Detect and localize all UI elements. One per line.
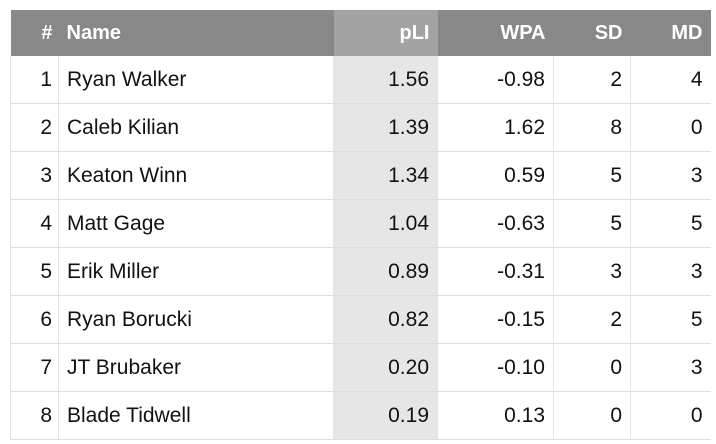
cell: 2 (10, 103, 59, 152)
cell: 5 (10, 247, 59, 296)
cell: 5 (630, 199, 711, 248)
player-name: Matt Gage (58, 199, 334, 248)
player-name: Caleb Kilian (58, 103, 334, 152)
cell: 5 (553, 151, 631, 200)
column-header[interactable]: MD (630, 10, 711, 56)
table-row: 5 Erik Miller 0.89 -0.31 3 3 (10, 247, 711, 296)
cell: -0.31 (437, 247, 554, 296)
cell: 8 (10, 391, 59, 440)
cell: 3 (630, 151, 711, 200)
player-name: Ryan Borucki (58, 295, 334, 344)
cell: 4 (630, 56, 711, 104)
cell: 0 (630, 391, 711, 440)
cell: 1.04 (333, 199, 438, 248)
cell: 5 (553, 199, 631, 248)
column-header[interactable]: Name (58, 10, 334, 56)
cell: -0.15 (437, 295, 554, 344)
table-row: 2 Caleb Kilian 1.39 1.62 8 0 (10, 103, 711, 152)
table-row: 1 Ryan Walker 1.56 -0.98 2 4 (10, 56, 711, 104)
table-row: 8 Blade Tidwell 0.19 0.13 0 0 (10, 391, 711, 440)
cell: 1 (10, 56, 59, 104)
cell: 0.20 (333, 343, 438, 392)
column-header[interactable]: # (10, 10, 59, 56)
cell: -0.63 (437, 199, 554, 248)
cell: 1.39 (333, 103, 438, 152)
column-header[interactable]: SD (553, 10, 631, 56)
cell: 1.34 (333, 151, 438, 200)
cell: 1.56 (333, 56, 438, 104)
cell: 3 (630, 247, 711, 296)
table-row: 7 JT Brubaker 0.20 -0.10 0 3 (10, 343, 711, 392)
cell: 7 (10, 343, 59, 392)
cell: 0 (553, 343, 631, 392)
cell: 2 (553, 295, 631, 344)
header-row: # Name pLI WPA SD MD (10, 10, 711, 56)
column-header[interactable]: pLI (333, 10, 438, 56)
table-body: 1 Ryan Walker 1.56 -0.98 2 4 2 Caleb Kilian 1.39… (10, 56, 711, 440)
cell: 0.59 (437, 151, 554, 200)
cell: 4 (10, 199, 59, 248)
cell: 0 (553, 391, 631, 440)
cell: 0.89 (333, 247, 438, 296)
stats-table: # Name pLI WPA SD MD 1 Ryan Walker 1.56 -0.98 2 4 2… (10, 10, 711, 440)
table-row: 3 Keaton Winn 1.34 0.59 5 3 (10, 151, 711, 200)
cell: 3 (10, 151, 59, 200)
column-header[interactable]: WPA (437, 10, 554, 56)
player-name: Ryan Walker (58, 56, 334, 104)
player-name: Keaton Winn (58, 151, 334, 200)
cell: 0.13 (437, 391, 554, 440)
cell: 5 (630, 295, 711, 344)
cell: 0.19 (333, 391, 438, 440)
cell: -0.98 (437, 56, 554, 104)
cell: 8 (553, 103, 631, 152)
cell: 0 (630, 103, 711, 152)
cell: 1.62 (437, 103, 554, 152)
cell: 6 (10, 295, 59, 344)
player-name: JT Brubaker (58, 343, 334, 392)
cell: 3 (630, 343, 711, 392)
cell: 0.82 (333, 295, 438, 344)
cell: -0.10 (437, 343, 554, 392)
cell: 3 (553, 247, 631, 296)
table-row: 6 Ryan Borucki 0.82 -0.15 2 5 (10, 295, 711, 344)
table-row: 4 Matt Gage 1.04 -0.63 5 5 (10, 199, 711, 248)
cell: 2 (553, 56, 631, 104)
player-name: Erik Miller (58, 247, 334, 296)
player-name: Blade Tidwell (58, 391, 334, 440)
